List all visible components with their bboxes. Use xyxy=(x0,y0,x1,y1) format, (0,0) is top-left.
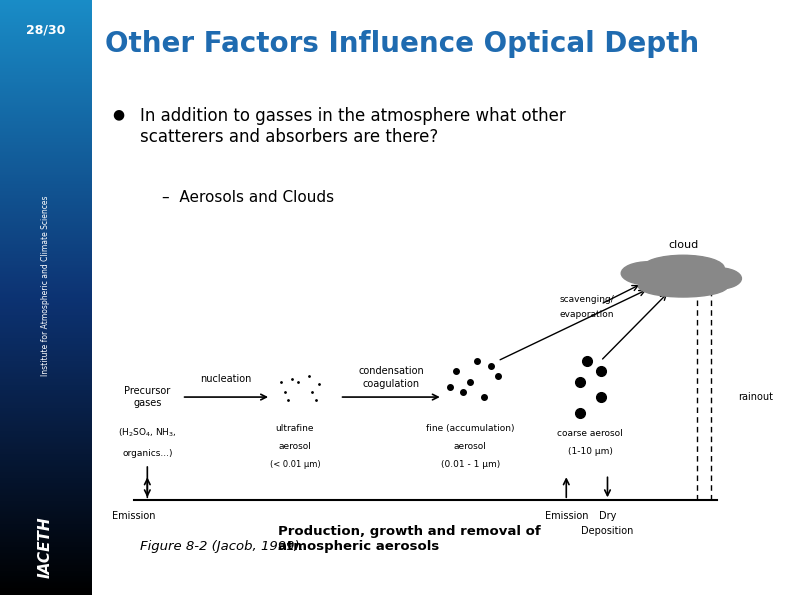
Text: (< 0.01 μm): (< 0.01 μm) xyxy=(270,459,320,469)
Text: In addition to gasses in the atmosphere what other
scatterers and absorbers are : In addition to gasses in the atmosphere … xyxy=(141,107,566,146)
Text: cloud: cloud xyxy=(668,240,698,250)
Text: (1-10 μm): (1-10 μm) xyxy=(568,447,613,456)
Text: fine (accumulation): fine (accumulation) xyxy=(426,424,515,433)
Text: ●: ● xyxy=(113,107,125,121)
Text: aerosol: aerosol xyxy=(453,441,487,450)
Text: Deposition: Deposition xyxy=(581,526,634,536)
Ellipse shape xyxy=(642,255,724,281)
Ellipse shape xyxy=(638,275,727,297)
Text: scavenging/: scavenging/ xyxy=(560,295,615,303)
Text: (0.01 - 1 μm): (0.01 - 1 μm) xyxy=(441,459,499,469)
Text: 28/30: 28/30 xyxy=(26,24,65,37)
Text: –  Aerosols and Clouds: – Aerosols and Clouds xyxy=(162,190,333,205)
Text: Other Factors Influence Optical Depth: Other Factors Influence Optical Depth xyxy=(106,30,700,58)
Text: coagulation: coagulation xyxy=(363,380,420,389)
Ellipse shape xyxy=(693,268,742,289)
Text: rainout: rainout xyxy=(738,392,773,402)
Text: Emission: Emission xyxy=(112,511,156,521)
Text: Emission: Emission xyxy=(545,511,588,521)
Text: coarse aerosol: coarse aerosol xyxy=(557,428,623,438)
Text: ultrafine: ultrafine xyxy=(276,424,314,433)
Text: Production, growth and removal of
atmospheric aerosols: Production, growth and removal of atmosp… xyxy=(278,525,540,553)
Text: (H$_2$SO$_4$, NH$_3$,: (H$_2$SO$_4$, NH$_3$, xyxy=(118,427,177,440)
Text: condensation: condensation xyxy=(358,367,424,377)
Text: Precursor
gases: Precursor gases xyxy=(124,386,171,408)
Text: aerosol: aerosol xyxy=(279,441,311,450)
Text: Figure 8-2 (Jacob, 1999):: Figure 8-2 (Jacob, 1999): xyxy=(141,540,309,553)
Text: organics...): organics...) xyxy=(122,449,172,458)
Text: evaporation: evaporation xyxy=(560,310,614,319)
Text: IACETH: IACETH xyxy=(38,516,53,578)
Ellipse shape xyxy=(621,262,676,285)
Text: Institute for Atmospheric and Climate Sciences: Institute for Atmospheric and Climate Sc… xyxy=(41,195,50,376)
Text: Dry: Dry xyxy=(599,511,616,521)
Text: nucleation: nucleation xyxy=(201,374,252,384)
